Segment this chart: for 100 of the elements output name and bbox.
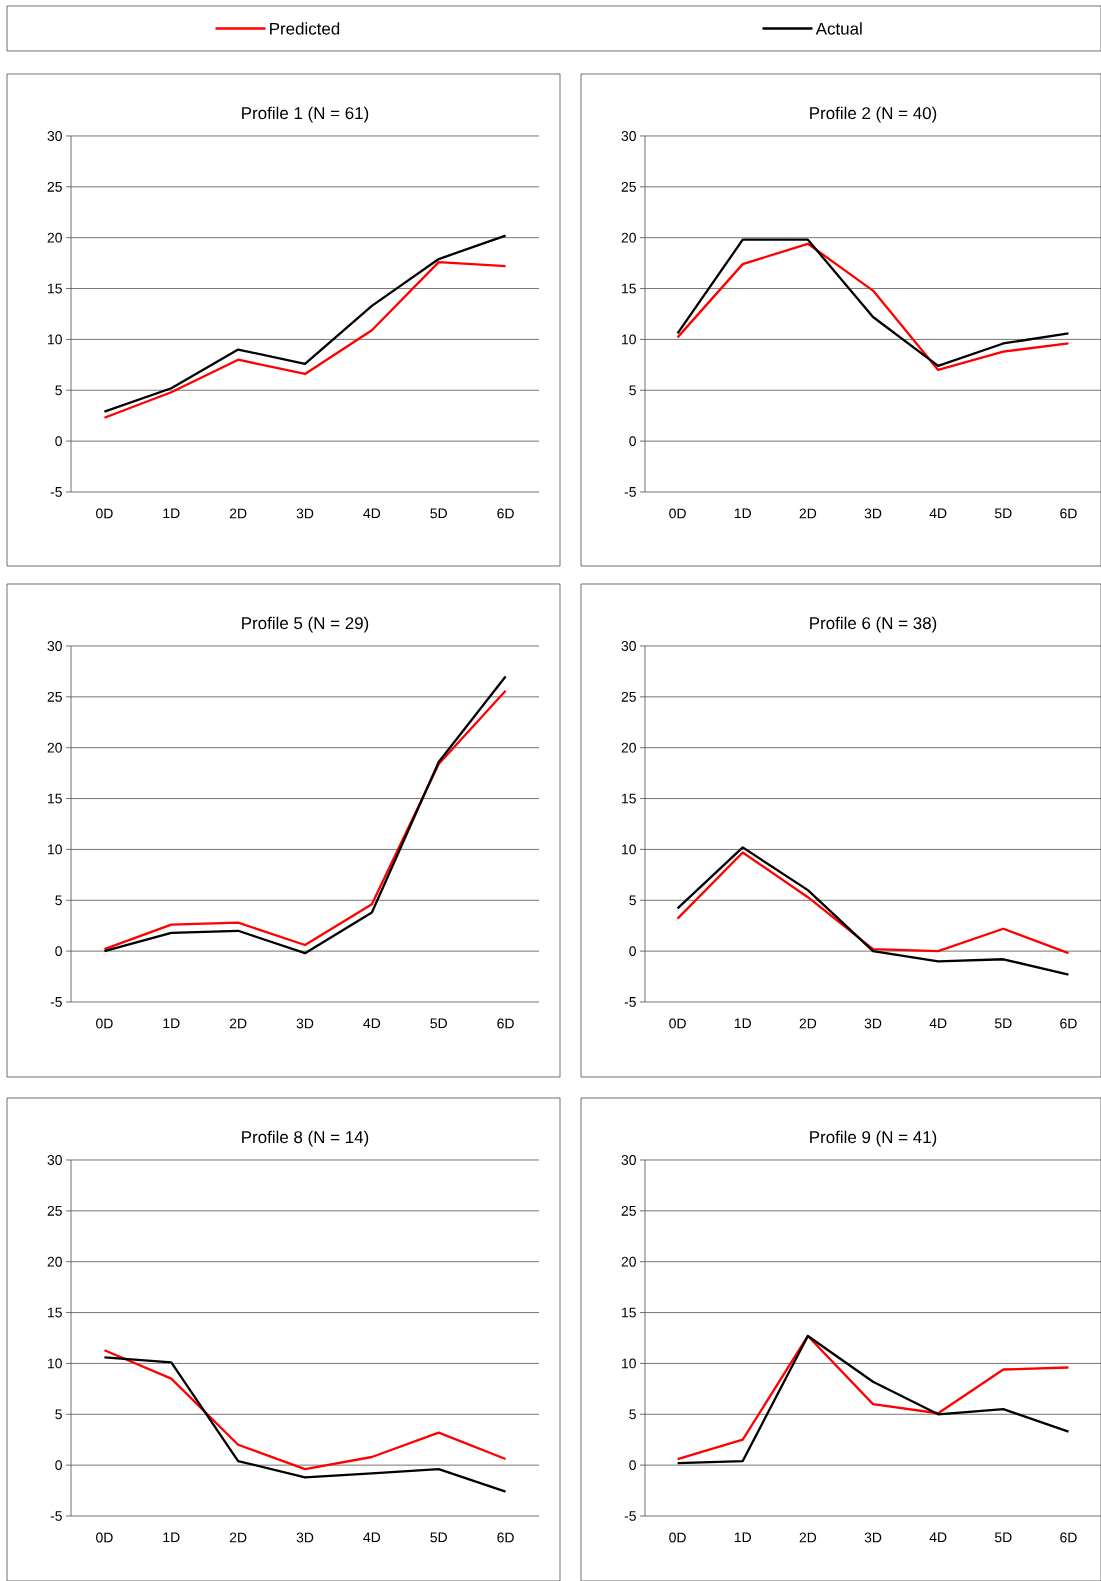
- y-tick-label: 15: [622, 283, 636, 294]
- x-tick-label: 4D: [929, 1532, 947, 1543]
- y-tick-label: 25: [47, 691, 62, 702]
- legend-label: Actual: [815, 22, 862, 35]
- x-tick-label: 6D: [497, 1018, 514, 1029]
- x-tick-label: 0D: [96, 1532, 113, 1543]
- y-tick-label: -5: [624, 1511, 636, 1521]
- x-tick-label: 3D: [296, 1018, 314, 1029]
- y-tick-label: 5: [629, 895, 636, 906]
- line-series: [103, 234, 507, 413]
- y-tick-label: 30: [621, 641, 636, 651]
- x-tick-label: 1D: [163, 508, 180, 519]
- y-tick-label: 20: [621, 232, 636, 243]
- y-tick-label: 30: [47, 1155, 62, 1165]
- x-tick-label: 4D: [363, 508, 381, 519]
- x-tick-label: 6D: [1060, 508, 1077, 519]
- x-tick-label: 1D: [734, 1018, 751, 1029]
- y-tick-label: 15: [48, 793, 62, 804]
- line-series: [676, 851, 1070, 955]
- chart-title: Profile 9 (N = 41): [810, 1130, 937, 1147]
- y-tick-label: -5: [624, 997, 636, 1007]
- x-tick-label: 2D: [229, 508, 247, 519]
- x-tick-label: 5D: [430, 1532, 447, 1543]
- y-tick-label: 10: [48, 844, 62, 855]
- x-tick-label: 4D: [363, 1532, 381, 1543]
- x-tick-label: 6D: [497, 1532, 514, 1543]
- y-tick-label: 15: [48, 1307, 62, 1318]
- y-tick-label: 10: [622, 1358, 636, 1369]
- y-tick-label: 5: [55, 385, 62, 396]
- x-tick-label: 2D: [799, 508, 817, 519]
- x-tick-label: 2D: [229, 1532, 247, 1543]
- y-tick-label: 5: [629, 1409, 636, 1420]
- y-tick-label: 30: [621, 1155, 636, 1165]
- x-tick-label: 5D: [994, 508, 1012, 519]
- y-tick-label: 20: [621, 742, 636, 753]
- chart-title: Profile 8 (N = 14): [242, 1130, 369, 1147]
- x-tick-label: 3D: [296, 508, 314, 519]
- x-tick-label: 1D: [734, 508, 751, 519]
- y-tick-label: -5: [50, 1511, 62, 1521]
- x-tick-label: 2D: [799, 1532, 817, 1543]
- x-tick-label: 3D: [296, 1532, 314, 1543]
- legend-label: Predicted: [270, 22, 340, 35]
- x-tick-label: 5D: [994, 1018, 1012, 1029]
- x-tick-label: 6D: [1060, 1532, 1077, 1543]
- x-tick-label: 0D: [96, 1018, 113, 1029]
- chart-title: Profile 2 (N = 40): [810, 106, 937, 123]
- x-tick-label: 4D: [929, 1018, 947, 1029]
- y-tick-label: 30: [47, 641, 62, 651]
- y-tick-label: 0: [55, 946, 62, 957]
- y-tick-label: 15: [622, 1307, 636, 1318]
- line-series: [676, 846, 1070, 976]
- y-tick-label: 0: [629, 436, 636, 447]
- x-tick-label: 0D: [669, 508, 686, 519]
- line-series: [103, 1356, 507, 1493]
- x-tick-label: 6D: [1060, 1018, 1077, 1029]
- x-tick-label: 0D: [669, 1532, 686, 1543]
- y-tick-label: 5: [629, 385, 636, 396]
- x-tick-label: 6D: [497, 508, 514, 519]
- y-tick-label: 20: [47, 742, 62, 753]
- x-tick-label: 0D: [96, 508, 113, 519]
- y-tick-label: 5: [55, 1409, 62, 1420]
- y-tick-label: 25: [47, 181, 62, 192]
- y-tick-label: 0: [55, 436, 62, 447]
- y-tick-label: 25: [621, 691, 636, 702]
- y-tick-label: 10: [622, 844, 636, 855]
- y-tick-label: 25: [47, 1205, 62, 1216]
- x-tick-label: 1D: [163, 1018, 180, 1029]
- y-tick-label: 5: [55, 895, 62, 906]
- y-tick-label: 25: [621, 181, 636, 192]
- y-tick-label: 30: [621, 131, 636, 141]
- y-tick-label: 30: [47, 131, 62, 141]
- chart-title: Profile 5 (N = 29): [242, 616, 369, 633]
- y-tick-label: 10: [48, 334, 62, 345]
- y-tick-label: -5: [50, 997, 62, 1007]
- y-tick-label: -5: [624, 487, 636, 497]
- y-tick-label: 20: [47, 232, 62, 243]
- y-tick-label: 10: [48, 1358, 62, 1369]
- x-tick-label: 5D: [430, 508, 447, 519]
- x-tick-label: 3D: [864, 508, 882, 519]
- x-tick-label: 5D: [994, 1532, 1012, 1543]
- line-series: [103, 1349, 507, 1471]
- line-series: [103, 260, 507, 419]
- x-tick-label: 1D: [734, 1532, 751, 1543]
- y-tick-label: 15: [48, 283, 62, 294]
- x-tick-label: 4D: [929, 508, 947, 519]
- x-tick-label: 2D: [229, 1018, 247, 1029]
- x-tick-label: 2D: [799, 1018, 817, 1029]
- y-tick-label: 0: [629, 1460, 636, 1471]
- chart-title: Profile 1 (N = 61): [242, 106, 369, 123]
- chart-title: Profile 6 (N = 38): [810, 616, 937, 633]
- y-tick-label: -5: [50, 487, 62, 497]
- x-tick-label: 5D: [430, 1018, 447, 1029]
- y-tick-label: 20: [621, 1256, 636, 1267]
- x-tick-label: 3D: [864, 1018, 882, 1029]
- x-tick-label: 0D: [669, 1018, 686, 1029]
- y-tick-label: 0: [55, 1460, 62, 1471]
- y-tick-label: 0: [629, 946, 636, 957]
- y-tick-label: 20: [47, 1256, 62, 1267]
- x-tick-label: 1D: [163, 1532, 180, 1543]
- y-tick-label: 15: [622, 793, 636, 804]
